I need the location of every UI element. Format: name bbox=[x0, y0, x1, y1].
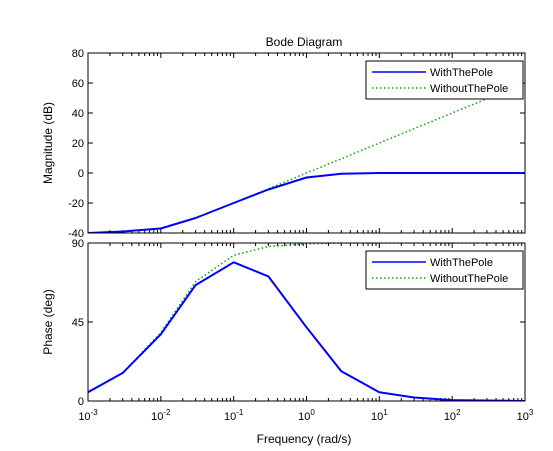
y-tick-label: 80 bbox=[72, 48, 84, 60]
x-tick-label: 10-3 bbox=[78, 408, 98, 423]
phase-plot: 0 45 90 10-3 10-2 10-1 100 101 102 103 WithThePole… bbox=[72, 238, 534, 423]
legend-label: WithoutThePole bbox=[430, 83, 508, 95]
chart-title: Bode Diagram bbox=[266, 35, 343, 49]
phase-y-axis-label: Phase (deg) bbox=[41, 289, 55, 354]
x-tick-label: 103 bbox=[517, 408, 534, 423]
axes-frame bbox=[87, 242, 526, 402]
x-tick-label: 10-1 bbox=[224, 408, 244, 423]
y-tick-label: 0 bbox=[78, 168, 84, 180]
axes-frame bbox=[87, 52, 526, 234]
legend-label: WithoutThePole bbox=[430, 273, 508, 285]
x-tick-label: 101 bbox=[371, 408, 388, 423]
y-tick-label: 90 bbox=[72, 238, 84, 250]
series-line-WithThePole bbox=[88, 172, 525, 233]
series-line-WithThePole bbox=[88, 261, 525, 401]
y-tick-label: 45 bbox=[72, 317, 84, 329]
y-tick-label: 40 bbox=[72, 108, 84, 120]
legend-label: WithThePole bbox=[430, 67, 493, 79]
y-tick-label: 20 bbox=[72, 138, 84, 150]
y-tick-label: 0 bbox=[78, 396, 84, 408]
y-tick-label: -40 bbox=[68, 228, 84, 240]
legend-label: WithThePole bbox=[430, 257, 493, 269]
legend-box bbox=[365, 250, 524, 290]
magnitude-plot: -40 -20 0 20 40 60 80 WithThePole WithoutThePole bbox=[68, 48, 526, 240]
x-tick-label: 102 bbox=[444, 408, 461, 423]
x-tick-label: 10-2 bbox=[151, 408, 171, 423]
magnitude-y-axis-label: Magnitude (dB) bbox=[41, 102, 55, 184]
x-tick-label: 100 bbox=[298, 408, 315, 423]
x-axis-label: Frequency (rad/s) bbox=[257, 432, 352, 446]
y-tick-label: -20 bbox=[68, 198, 84, 210]
legend-box bbox=[365, 60, 524, 100]
y-tick-label: 60 bbox=[72, 78, 84, 90]
